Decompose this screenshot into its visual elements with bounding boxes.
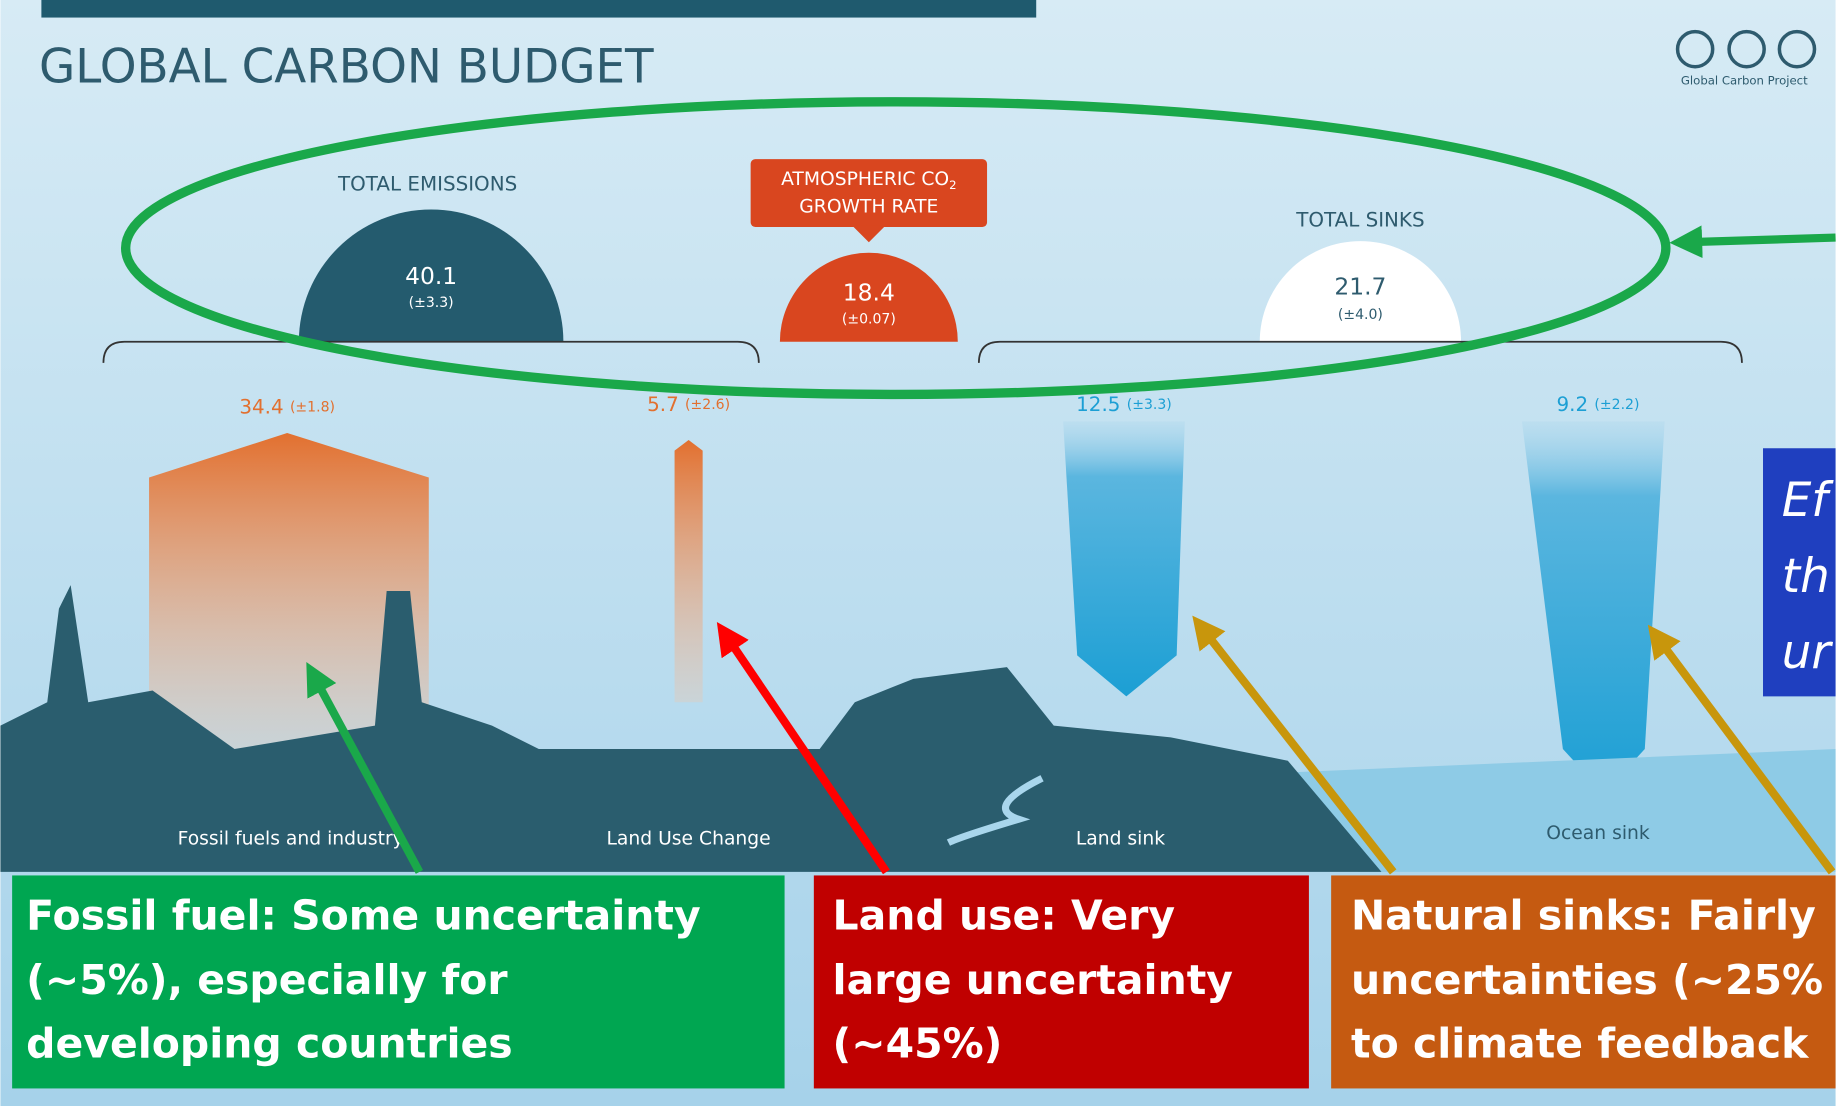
- callout-box: [813, 875, 1309, 1089]
- cc-icons: [1675, 29, 1817, 69]
- top-bar: [41, 0, 1037, 18]
- atmosphere-dome: [779, 252, 958, 342]
- ground: [0, 585, 1382, 872]
- value: 21.7: [1334, 272, 1386, 300]
- side-box: [1763, 448, 1836, 697]
- callout-text: large uncertainty: [833, 956, 1233, 1004]
- land-sink-arrow: [1063, 421, 1185, 697]
- callout-text: developing countries: [26, 1019, 513, 1067]
- label: ATMOSPHERIC CO: [781, 169, 949, 190]
- label: TOTAL SINKS: [1295, 209, 1424, 232]
- component-name: Land sink: [1076, 829, 1165, 850]
- uncertainty: (±0.07): [842, 312, 896, 328]
- uncertainty: (±4.0): [1338, 307, 1383, 323]
- uncertainty: (±3.3): [409, 295, 454, 311]
- label: GROWTH RATE: [799, 197, 938, 218]
- label: 2: [949, 177, 956, 191]
- emissions-dome: [298, 209, 564, 342]
- component-value: 5.7 (±2.6): [647, 392, 730, 415]
- callout-text: uncertainties (~25%: [1351, 956, 1823, 1004]
- component-name: Fossil fuels and industry: [178, 829, 404, 850]
- component-name: Land Use Change: [607, 829, 771, 850]
- component-value: 9.2 (±2.2): [1557, 392, 1640, 415]
- uncertainty: (±2.6): [685, 397, 730, 413]
- value: 40.1: [405, 262, 457, 290]
- value: 12.5: [1076, 392, 1120, 415]
- callout-box: [1331, 875, 1836, 1089]
- credit: Global Carbon Project: [1681, 73, 1808, 87]
- value: 5.7: [647, 392, 679, 415]
- callout-text: Fossil fuel: Some uncertainty: [26, 892, 701, 940]
- fossil-plume: [149, 433, 429, 750]
- arrow: [1192, 615, 1397, 875]
- value: 18.4: [843, 278, 895, 306]
- side-text: ur: [1782, 626, 1834, 680]
- arrow: [1647, 624, 1836, 875]
- component-value: 34.4 (±1.8): [239, 395, 335, 418]
- brackets: [102, 340, 1743, 363]
- title: GLOBAL CARBON BUDGET: [39, 41, 654, 95]
- label: TOTAL EMISSIONS: [337, 172, 517, 195]
- uncertainty: (±2.2): [1594, 397, 1639, 413]
- uncertainty: (±1.8): [290, 399, 335, 415]
- component-name: Ocean sink: [1546, 823, 1650, 844]
- callout-text: Land use: Very: [833, 892, 1176, 940]
- value: 9.2: [1557, 392, 1589, 415]
- ocean: [1287, 749, 1836, 872]
- uncertainty: (±3.3): [1127, 397, 1172, 413]
- arrow: [716, 621, 890, 875]
- atmosphere-tag: [750, 159, 988, 228]
- arrow: [1669, 225, 1836, 259]
- landuse-plume: [674, 440, 703, 703]
- callout-box: [12, 875, 785, 1089]
- callout-text: (~45%): [833, 1019, 1003, 1067]
- river: [946, 775, 1044, 846]
- component-value: 12.5 (±3.3): [1076, 392, 1172, 415]
- callout-text: to climate feedback: [1351, 1019, 1810, 1067]
- label: ATMOSPHERIC CO2: [781, 169, 957, 192]
- arrow: [306, 662, 424, 874]
- sinks-dome: [1259, 241, 1462, 342]
- callout-text: Natural sinks: Fairly: [1351, 892, 1816, 940]
- callout-text: (~5%), especially for: [26, 956, 508, 1004]
- side-text: th: [1782, 550, 1830, 604]
- side-text: Ef: [1782, 474, 1835, 528]
- tag-pointer: [852, 225, 886, 243]
- highlight-ellipse: [120, 97, 1671, 400]
- ocean-sink-arrow: [1521, 421, 1665, 794]
- value: 34.4: [239, 395, 283, 418]
